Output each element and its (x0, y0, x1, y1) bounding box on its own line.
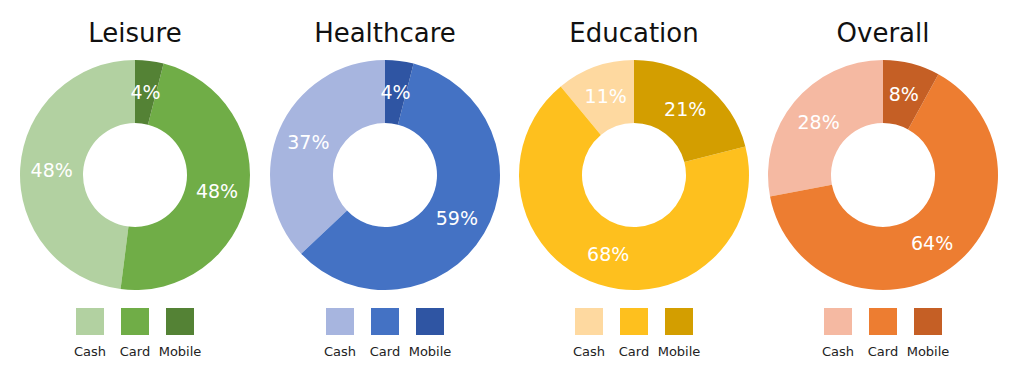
data-label: 4% (380, 81, 410, 103)
data-label: 64% (911, 232, 953, 254)
slice (634, 60, 745, 162)
legend-swatch (665, 308, 693, 335)
legend-swatch (371, 308, 399, 335)
data-label: 48% (31, 159, 73, 181)
data-label: 4% (130, 81, 160, 103)
legend: Cash Card Mobile (324, 308, 451, 359)
legend-label: Card (120, 344, 150, 359)
data-label: 28% (798, 111, 840, 133)
legend-label: Cash (573, 344, 605, 359)
data-labels: 48% 48% 4% (31, 81, 239, 201)
figure: Leisure 48% 48% 4% Cash Card Mobile Healthcare 3… (0, 0, 1024, 385)
slice (768, 60, 883, 197)
donut-chart: Overall 28% 64% 8% Cash Card Mobile (768, 18, 998, 359)
legend: Cash Card Mobile (822, 308, 949, 359)
legend: Cash Card Mobile (74, 308, 201, 359)
slices (20, 60, 250, 290)
legend-label: Mobile (159, 344, 202, 359)
legend-swatch (121, 308, 149, 335)
chart-root: Leisure 48% 48% 4% Cash Card Mobile Healthcare 3… (0, 0, 1024, 385)
legend-swatch (914, 308, 942, 335)
data-labels: 28% 64% 8% (798, 83, 954, 253)
legend-swatch (166, 308, 194, 335)
data-labels: 37% 59% 4% (287, 81, 478, 228)
donut-chart: Leisure 48% 48% 4% Cash Card Mobile (20, 18, 250, 359)
legend-label: Card (619, 344, 649, 359)
legend-swatch (326, 308, 354, 335)
legend-label: Cash (74, 344, 106, 359)
legend-label: Cash (822, 344, 854, 359)
legend-label: Card (370, 344, 400, 359)
data-label: 21% (664, 98, 706, 120)
chart-title: Leisure (88, 18, 181, 48)
chart-title: Healthcare (314, 18, 456, 48)
slices (519, 60, 749, 290)
slices (270, 60, 500, 290)
slice (301, 64, 500, 290)
data-label: 37% (287, 131, 329, 153)
data-label: 8% (889, 83, 919, 105)
donut-chart: Education 11% 68% 21% Cash Card Mobile (519, 18, 749, 359)
data-label: 59% (436, 207, 478, 229)
legend-swatch (416, 308, 444, 335)
legend-swatch (76, 308, 104, 335)
chart-title: Education (569, 18, 698, 48)
slice (121, 64, 250, 290)
legend-label: Mobile (409, 344, 452, 359)
chart-title: Overall (837, 18, 930, 48)
legend-label: Cash (324, 344, 356, 359)
legend-swatch (869, 308, 897, 335)
donut-chart: Healthcare 37% 59% 4% Cash Card Mobile (270, 18, 500, 359)
slice (883, 60, 938, 129)
legend-label: Mobile (658, 344, 701, 359)
legend-swatch (575, 308, 603, 335)
data-label: 68% (587, 243, 629, 265)
slices (768, 60, 998, 290)
data-label: 48% (196, 180, 238, 202)
slice (20, 60, 135, 289)
legend-swatch (824, 308, 852, 335)
data-label: 11% (585, 85, 627, 107)
legend-label: Mobile (907, 344, 950, 359)
legend: Cash Card Mobile (573, 308, 700, 359)
data-labels: 11% 68% 21% (585, 85, 707, 265)
legend-swatch (620, 308, 648, 335)
legend-label: Card (868, 344, 898, 359)
